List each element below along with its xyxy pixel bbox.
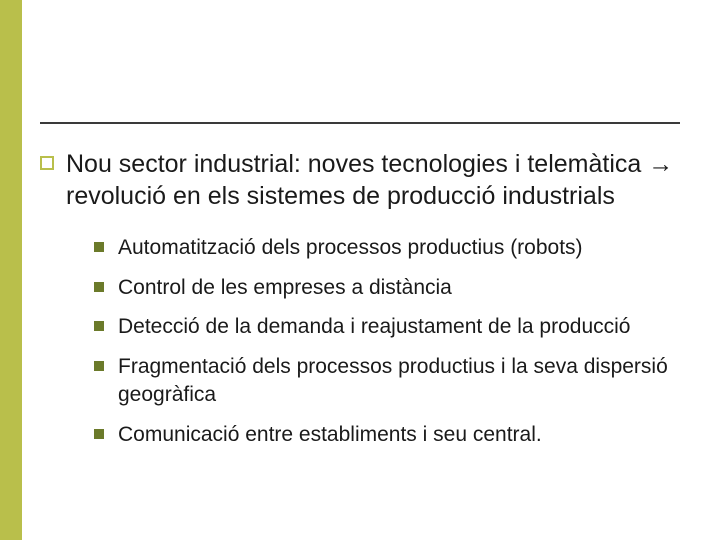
filled-square-bullet-icon: [94, 429, 104, 439]
sub-item-text: Detecció de la demanda i reajustament de…: [118, 313, 630, 341]
sub-list-item: Control de les empreses a distància: [94, 274, 680, 302]
hollow-square-bullet-icon: [40, 156, 54, 170]
sub-list-item: Comunicació entre establiments i seu cen…: [94, 421, 680, 449]
horizontal-rule: [40, 122, 680, 124]
sub-item-text: Automatització dels processos productius…: [118, 234, 583, 262]
sub-item-text: Comunicació entre establiments i seu cen…: [118, 421, 542, 449]
sub-item-text: Control de les empreses a distància: [118, 274, 452, 302]
filled-square-bullet-icon: [94, 282, 104, 292]
filled-square-bullet-icon: [94, 242, 104, 252]
sub-list-item: Fragmentació dels processos productius i…: [94, 353, 680, 408]
filled-square-bullet-icon: [94, 321, 104, 331]
main-list-item: Nou sector industrial: noves tecnologies…: [40, 148, 680, 212]
slide-content: Nou sector industrial: noves tecnologies…: [40, 148, 680, 460]
sub-item-text: Fragmentació dels processos productius i…: [118, 353, 680, 408]
sub-list-item: Automatització dels processos productius…: [94, 234, 680, 262]
sub-list: Automatització dels processos productius…: [94, 234, 680, 448]
left-accent-bar: [0, 0, 22, 540]
main-item-text: Nou sector industrial: noves tecnologies…: [66, 148, 680, 212]
sub-list-item: Detecció de la demanda i reajustament de…: [94, 313, 680, 341]
filled-square-bullet-icon: [94, 361, 104, 371]
